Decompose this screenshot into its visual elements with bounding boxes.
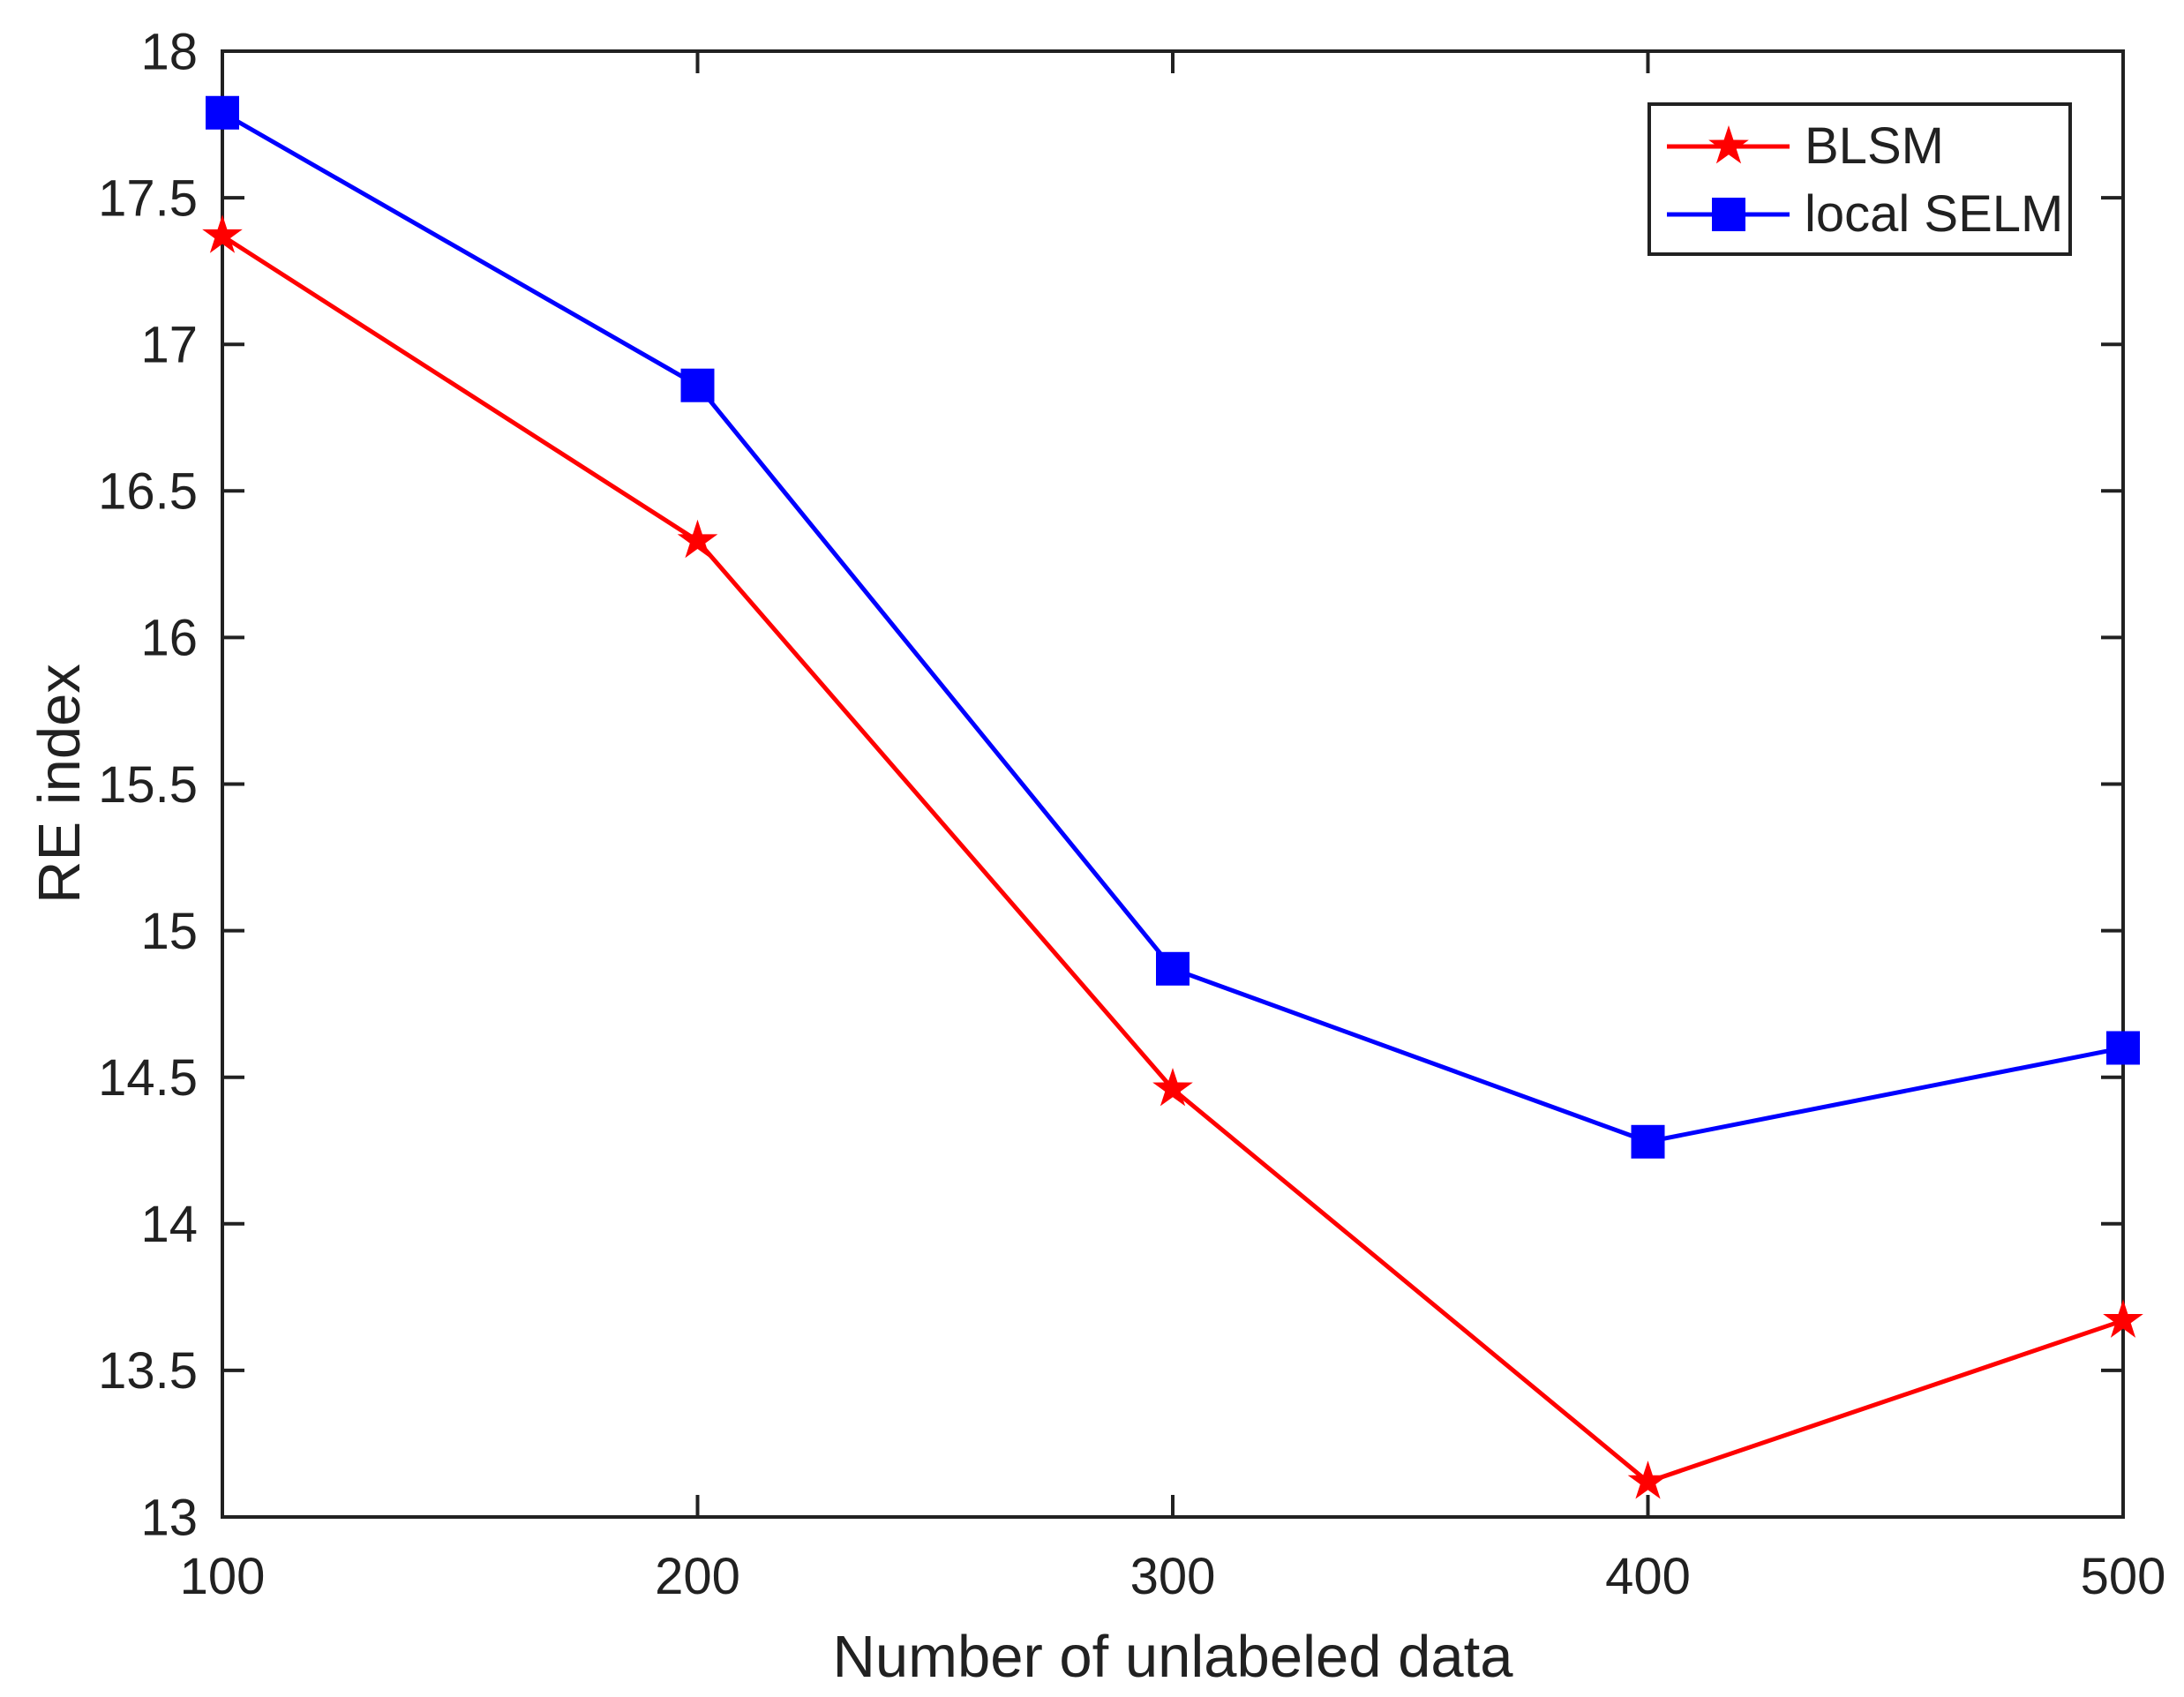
legend-label: BLSM <box>1805 117 1944 175</box>
x-tick-label: 500 <box>2081 1548 2166 1605</box>
y-tick-label: 15 <box>140 903 198 960</box>
y-tick-label: 13 <box>140 1489 198 1546</box>
series-marker-pentagram <box>677 519 718 559</box>
y-tick-label: 14 <box>140 1196 198 1253</box>
x-axis-label: Number of unlabeled data <box>832 1624 1513 1690</box>
series-marker-pentagram <box>1627 1460 1669 1499</box>
y-tick-label: 18 <box>140 23 198 80</box>
series-marker-square <box>1156 951 1190 986</box>
series-marker-pentagram <box>1152 1067 1193 1107</box>
x-tick-label: 200 <box>655 1548 740 1605</box>
y-tick-label: 14.5 <box>98 1049 198 1107</box>
x-tick-label: 400 <box>1605 1548 1691 1605</box>
x-tick-label: 100 <box>180 1548 266 1605</box>
y-axis-label: RE index <box>26 664 93 904</box>
series-marker-square <box>1631 1124 1665 1159</box>
series-marker-square <box>680 368 715 402</box>
y-tick-label: 13.5 <box>98 1342 198 1400</box>
y-tick-label: 17 <box>140 317 198 374</box>
legend-label: local SELM <box>1805 185 2063 243</box>
y-tick-label: 15.5 <box>98 756 198 814</box>
x-tick-label: 300 <box>1130 1548 1216 1605</box>
series-marker-pentagram <box>2103 1299 2143 1338</box>
series-marker-pentagram <box>202 214 243 253</box>
y-tick-label: 17.5 <box>98 169 198 227</box>
y-tick-label: 16.5 <box>98 463 198 521</box>
series-marker-square <box>206 95 239 130</box>
y-tick-label: 16 <box>140 610 198 667</box>
series-marker-square <box>2106 1031 2140 1065</box>
legend-marker-square <box>1712 198 1745 231</box>
legend-marker-pentagram <box>1708 125 1749 164</box>
